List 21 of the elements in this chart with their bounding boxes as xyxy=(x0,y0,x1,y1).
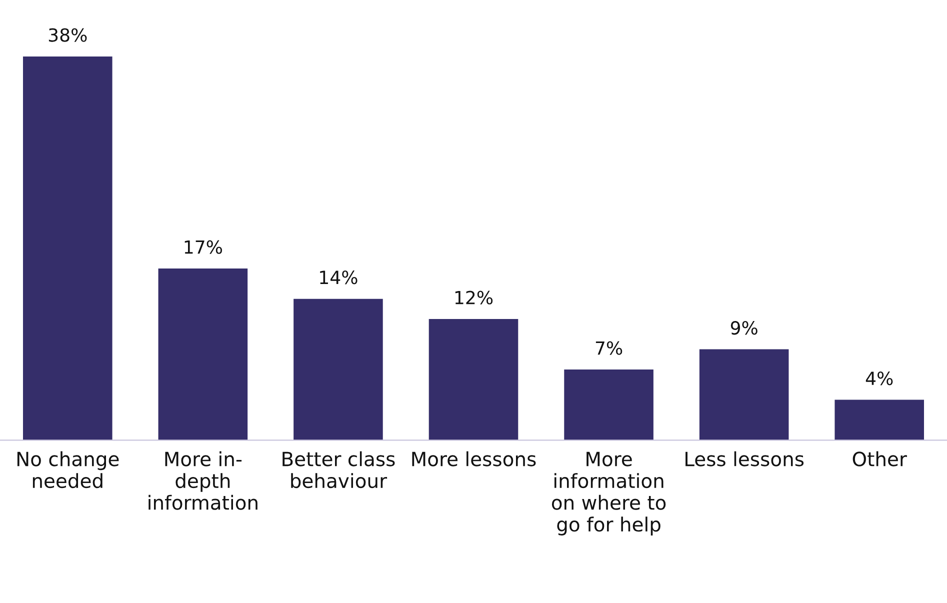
data-label: 12% xyxy=(455,290,493,304)
data-label: 4% xyxy=(866,372,893,386)
bar xyxy=(564,370,654,440)
x-tick-label: More in- depth information xyxy=(148,451,258,510)
bar xyxy=(294,298,383,440)
data-label: 9% xyxy=(730,321,758,335)
x-tick-label: Less lessons xyxy=(686,451,804,466)
x-tick-label: Other xyxy=(852,451,907,466)
data-label: 14% xyxy=(320,270,358,284)
data-label: 7% xyxy=(596,341,622,355)
bar xyxy=(699,349,789,440)
bar xyxy=(23,56,112,440)
x-tick-label: More information on where to go for help xyxy=(552,452,666,536)
x-tick-label: More lessons xyxy=(412,451,536,466)
bar xyxy=(158,268,248,440)
bar xyxy=(428,319,518,440)
data-label: 38% xyxy=(48,28,87,42)
x-tick-label: Better class behaviour xyxy=(282,451,395,488)
data-label: 17% xyxy=(184,240,222,254)
x-tick-label: No change needed xyxy=(17,451,119,488)
bar xyxy=(834,400,924,440)
